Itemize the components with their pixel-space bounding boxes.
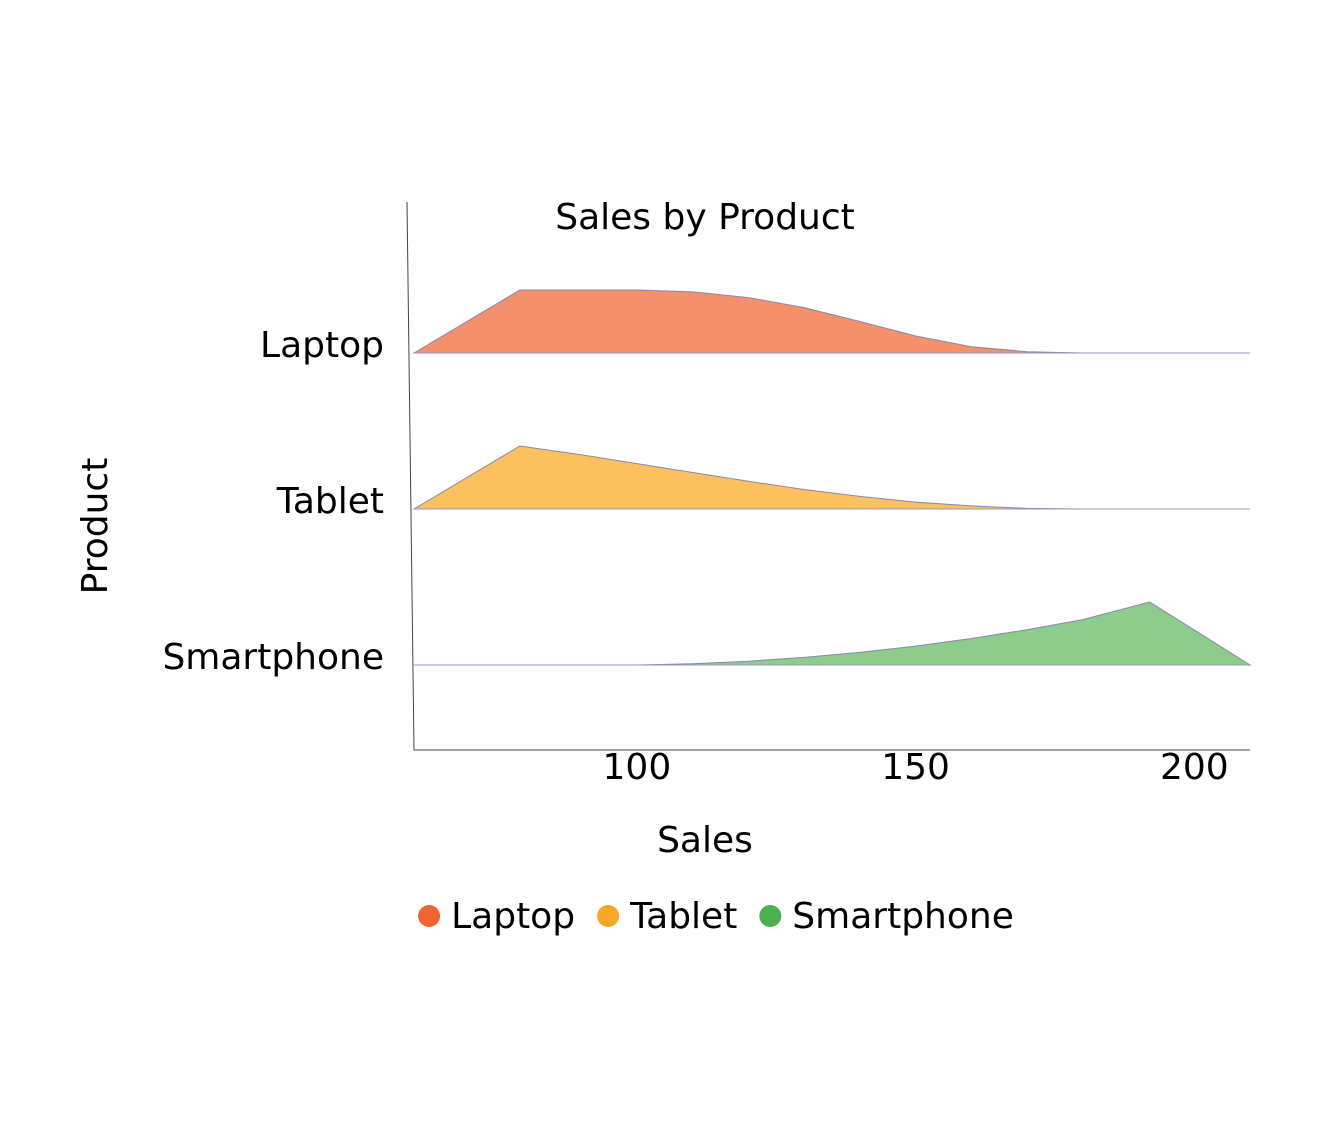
legend-marker-laptop (418, 905, 441, 927)
legend-item-laptop: Laptop (418, 896, 575, 937)
axes (406, 201, 1250, 751)
ridge-smartphone (414, 601, 1252, 666)
x-tick-label-100: 100 (603, 747, 672, 788)
ridge-tablet (412, 445, 1250, 510)
y-tick-labels: Laptop Tablet Smartphone (162, 325, 384, 678)
legend-marker-tablet (597, 905, 620, 927)
ridges (412, 289, 1252, 666)
x-axis-label: Sales (657, 820, 753, 861)
y-tick-label-laptop: Laptop (260, 325, 384, 366)
chart-title: Sales by Product (555, 197, 855, 238)
y-axis-label: Product (75, 458, 116, 595)
legend: Laptop Tablet Smartphone (418, 896, 1014, 937)
legend-marker-smartphone (759, 905, 782, 927)
y-axis-line (406, 201, 415, 751)
x-tick-label-150: 150 (881, 747, 950, 788)
y-tick-label-smartphone: Smartphone (162, 637, 384, 678)
x-tick-label-200: 200 (1160, 747, 1229, 788)
ridge-laptop (412, 289, 1250, 354)
y-tick-label-tablet: Tablet (276, 481, 384, 522)
legend-item-tablet: Tablet (597, 896, 737, 937)
legend-label-tablet: Tablet (629, 896, 737, 937)
legend-label-laptop: Laptop (451, 896, 575, 937)
legend-label-smartphone: Smartphone (792, 896, 1014, 937)
legend-item-smartphone: Smartphone (759, 896, 1014, 937)
x-tick-labels: 100 150 200 (603, 747, 1229, 788)
